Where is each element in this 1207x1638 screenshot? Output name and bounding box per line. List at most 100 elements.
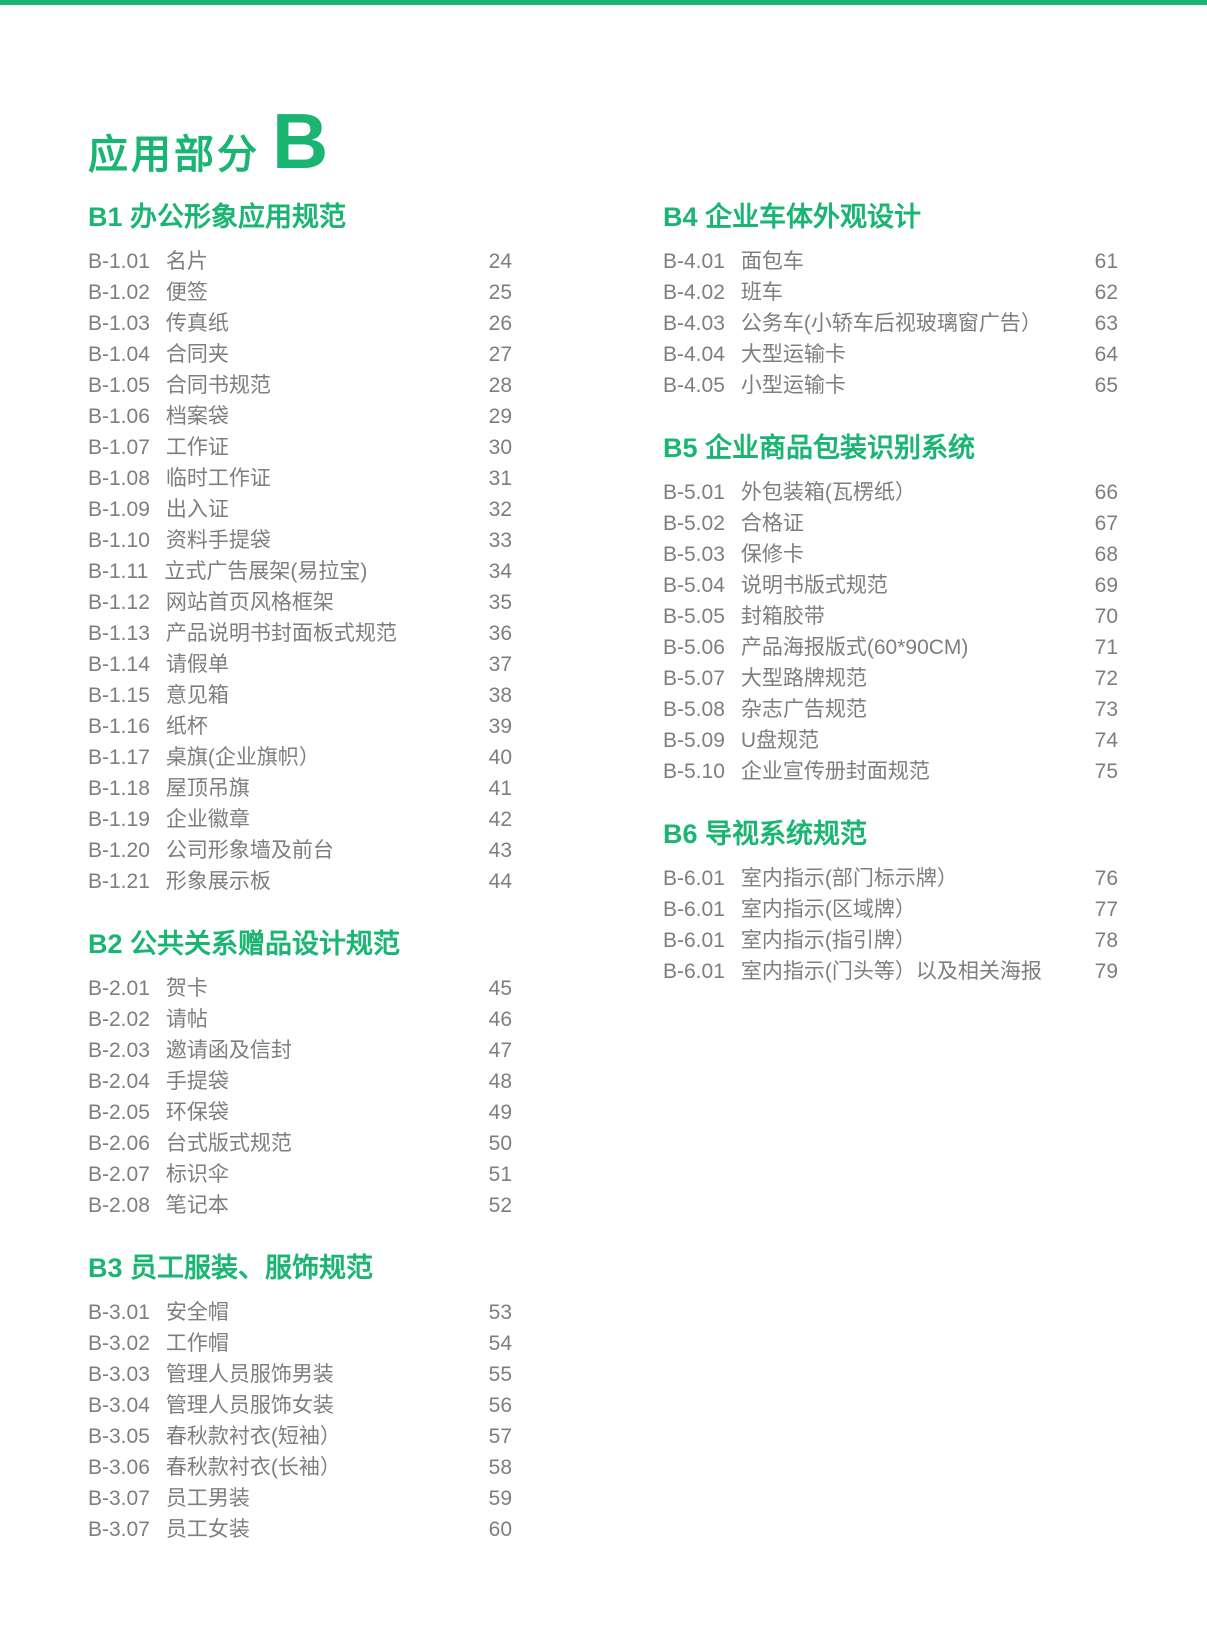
toc-row: B-2.08 笔记本 52	[88, 1190, 512, 1221]
item-page-number: 57	[488, 1425, 512, 1448]
item-page-number: 55	[488, 1363, 512, 1386]
item-label: 室内指示(区域牌）	[740, 898, 916, 921]
item-label: 企业宣传册封面规范	[740, 760, 930, 783]
item-label: 室内指示(指引牌）	[740, 929, 916, 952]
item-page-number: 53	[488, 1301, 512, 1324]
item-code: B-3.06	[88, 1456, 150, 1479]
item-code: B-6.01	[663, 960, 725, 983]
toc-row: B-1.02 便签 25	[88, 277, 512, 308]
item-code: B-1.01	[88, 250, 150, 273]
item-code: B-2.04	[88, 1070, 150, 1093]
item-code: B-3.01	[88, 1301, 150, 1324]
item-page-number: 71	[1094, 636, 1118, 659]
item-label: 公务车(小轿车后视玻璃窗广告）	[740, 312, 1042, 335]
item-code: B-6.01	[663, 898, 725, 921]
toc-row: B-1.03 传真纸 26	[88, 308, 512, 339]
section-header: B2 公共关系赠品设计规范	[88, 929, 401, 959]
item-label: 资料手提袋	[165, 529, 271, 552]
item-page-number: 44	[488, 870, 512, 893]
item-page-number: 26	[488, 312, 512, 335]
toc-row: B-6.01 室内指示(部门标示牌） 76	[663, 863, 1118, 894]
item-label: 请假单	[165, 653, 229, 676]
toc-row: B-2.07 标识伞 51	[88, 1159, 512, 1190]
item-page-number: 25	[488, 281, 512, 304]
item-label: 环保袋	[165, 1101, 229, 1124]
item-label: 小型运输卡	[740, 374, 846, 397]
toc-row: B-5.06 产品海报版式(60*90CM) 71	[663, 632, 1118, 663]
page-title-letter: B	[272, 97, 329, 185]
item-code: B-1.07	[88, 436, 150, 459]
item-label: 管理人员服饰男装	[165, 1363, 334, 1386]
item-label: 企业徽章	[165, 808, 250, 831]
toc-column-right: B4 企业车体外观设计 B-4.01 面包车 61 B-4.02 班车 62 B…	[663, 200, 1118, 1017]
toc-row: B-5.07 大型路牌规范 72	[663, 663, 1118, 694]
toc-row: B-3.01 安全帽 53	[88, 1297, 512, 1328]
toc-row: B-2.03 邀请函及信封 47	[88, 1035, 512, 1066]
item-page-number: 39	[488, 715, 512, 738]
item-label: 春秋款衬衣(长袖）	[165, 1456, 341, 1479]
item-label: 外包装箱(瓦楞纸）	[740, 481, 916, 504]
item-code: B-2.05	[88, 1101, 150, 1124]
toc-row: B-2.02 请帖 46	[88, 1004, 512, 1035]
item-page-number: 48	[488, 1070, 512, 1093]
toc-row: B-5.03 保修卡 68	[663, 539, 1118, 570]
section-items: B-1.01 名片 24 B-1.02 便签 25 B-1.03 传真纸 26 …	[88, 246, 512, 897]
toc-row: B-1.12 网站首页风格框架 35	[88, 587, 512, 618]
toc-row: B-6.01 室内指示(区域牌） 77	[663, 894, 1118, 925]
toc-row: B-1.01 名片 24	[88, 246, 512, 277]
item-page-number: 54	[488, 1332, 512, 1355]
item-code: B-1.21	[88, 870, 150, 893]
toc-row: B-3.06 春秋款衬衣(长袖） 58	[88, 1452, 512, 1483]
item-page-number: 37	[488, 653, 512, 676]
item-page-number: 66	[1094, 481, 1118, 504]
item-code: B-3.07	[88, 1518, 150, 1541]
item-code: B-1.04	[88, 343, 150, 366]
item-code: B-1.19	[88, 808, 150, 831]
item-label: U盘规范	[740, 729, 820, 752]
item-code: B-2.07	[88, 1163, 150, 1186]
item-page-number: 62	[1094, 281, 1118, 304]
item-label: 网站首页风格框架	[165, 591, 334, 614]
item-page-number: 73	[1094, 698, 1118, 721]
item-page-number: 67	[1094, 512, 1118, 535]
item-code: B-4.04	[663, 343, 725, 366]
toc-row: B-5.09 U盘规范 74	[663, 725, 1118, 756]
toc-row: B-1.11 立式广告展架(易拉宝) 34	[88, 556, 512, 587]
item-page-number: 68	[1094, 543, 1118, 566]
item-code: B-1.18	[88, 777, 150, 800]
toc-row: B-6.01 室内指示(门头等）以及相关海报 79	[663, 956, 1118, 987]
item-code: B-3.03	[88, 1363, 150, 1386]
item-label: 合同书规范	[165, 374, 271, 397]
toc-row: B-5.05 封箱胶带 70	[663, 601, 1118, 632]
toc-section-b2: B2 公共关系赠品设计规范 B-2.01 贺卡 45 B-2.02 请帖 46 …	[88, 927, 512, 1221]
item-page-number: 36	[488, 622, 512, 645]
item-label: 笔记本	[165, 1194, 229, 1217]
section-items: B-3.01 安全帽 53 B-3.02 工作帽 54 B-3.03 管理人员服…	[88, 1297, 512, 1545]
item-page-number: 51	[488, 1163, 512, 1186]
item-page-number: 50	[488, 1132, 512, 1155]
toc-row: B-5.02 合格证 67	[663, 508, 1118, 539]
item-page-number: 69	[1094, 574, 1118, 597]
item-label: 员工女装	[165, 1518, 250, 1541]
toc-row: B-1.08 临时工作证 31	[88, 463, 512, 494]
item-page-number: 24	[488, 250, 512, 273]
toc-row: B-1.21 形象展示板 44	[88, 866, 512, 897]
toc-row: B-6.01 室内指示(指引牌） 78	[663, 925, 1118, 956]
toc-row: B-1.16 纸杯 39	[88, 711, 512, 742]
toc-row: B-4.02 班车 62	[663, 277, 1118, 308]
toc-row: B-3.07 员工男装 59	[88, 1483, 512, 1514]
section-header: B6 导视系统规范	[663, 819, 868, 849]
item-label: 出入证	[165, 498, 229, 521]
item-code: B-1.03	[88, 312, 150, 335]
item-label: 杂志广告规范	[740, 698, 867, 721]
toc-row: B-1.18 屋顶吊旗 41	[88, 773, 512, 804]
item-label: 名片	[165, 250, 208, 273]
item-label: 封箱胶带	[740, 605, 825, 628]
item-page-number: 33	[488, 529, 512, 552]
item-page-number: 45	[488, 977, 512, 1000]
item-label: 工作证	[165, 436, 229, 459]
toc-row: B-5.04 说明书版式规范 69	[663, 570, 1118, 601]
item-label: 合格证	[740, 512, 804, 535]
item-label: 员工男装	[165, 1487, 250, 1510]
